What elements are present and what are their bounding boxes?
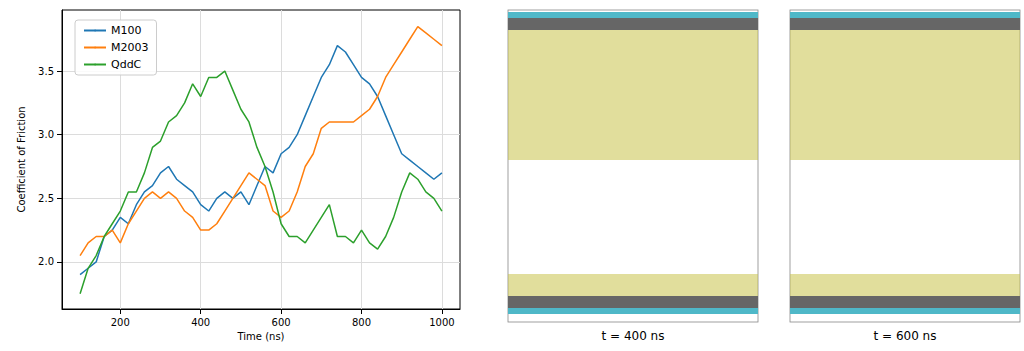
svg-text:Time (ns): Time (ns)	[236, 331, 284, 342]
svg-text:3.0: 3.0	[38, 129, 54, 140]
svg-text:200: 200	[111, 317, 130, 328]
svg-text:600: 600	[272, 317, 291, 328]
svg-text:QddC: QddC	[111, 58, 142, 71]
svg-text:Coefficient of Friction: Coefficient of Friction	[16, 106, 27, 212]
svg-text:M100: M100	[111, 24, 142, 37]
svg-text:400: 400	[191, 317, 210, 328]
svg-text:1000: 1000	[429, 317, 454, 328]
svg-text:t = 400 ns: t = 400 ns	[602, 329, 665, 343]
svg-text:t = 600 ns: t = 600 ns	[874, 329, 937, 343]
svg-text:3.5: 3.5	[38, 66, 54, 77]
svg-text:800: 800	[352, 317, 371, 328]
svg-text:2.5: 2.5	[38, 193, 54, 204]
svg-text:2.0: 2.0	[38, 256, 54, 267]
svg-text:M2003: M2003	[111, 41, 149, 54]
